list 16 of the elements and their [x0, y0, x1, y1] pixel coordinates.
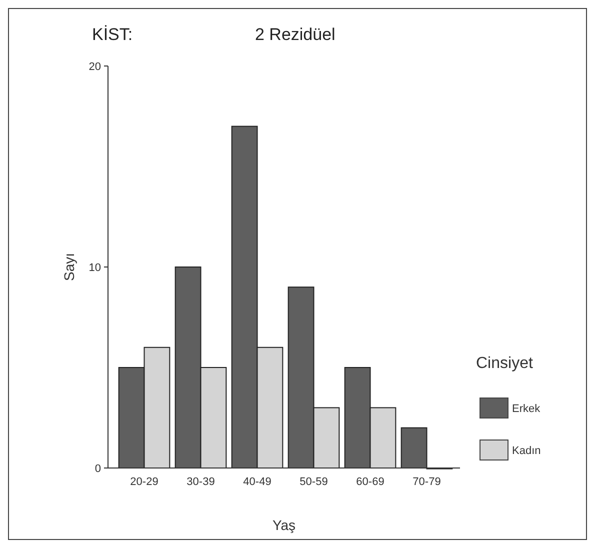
chart-subtitle: 2 Rezidüel [255, 25, 336, 44]
y-tick-label: 10 [88, 262, 101, 274]
chart-title: KİST: [92, 25, 133, 44]
x-tick-label: 60-69 [356, 476, 384, 488]
y-axis-title: Sayı [61, 252, 77, 282]
legend-title: Cinsiyet [476, 355, 534, 372]
x-tick-label: 30-39 [186, 476, 215, 488]
x-tick-label: 40-49 [243, 476, 272, 488]
y-tick-label: 20 [88, 60, 101, 73]
y-tick-label: 0 [94, 462, 101, 475]
legend-label: Kadın [512, 444, 541, 457]
legend-label: Erkek [512, 402, 541, 415]
x-axis-title: Yaş [272, 517, 296, 533]
x-tick-label: 20-29 [130, 476, 158, 488]
x-tick-label: 70-79 [412, 476, 441, 488]
x-tick-label: 50-59 [300, 476, 328, 488]
